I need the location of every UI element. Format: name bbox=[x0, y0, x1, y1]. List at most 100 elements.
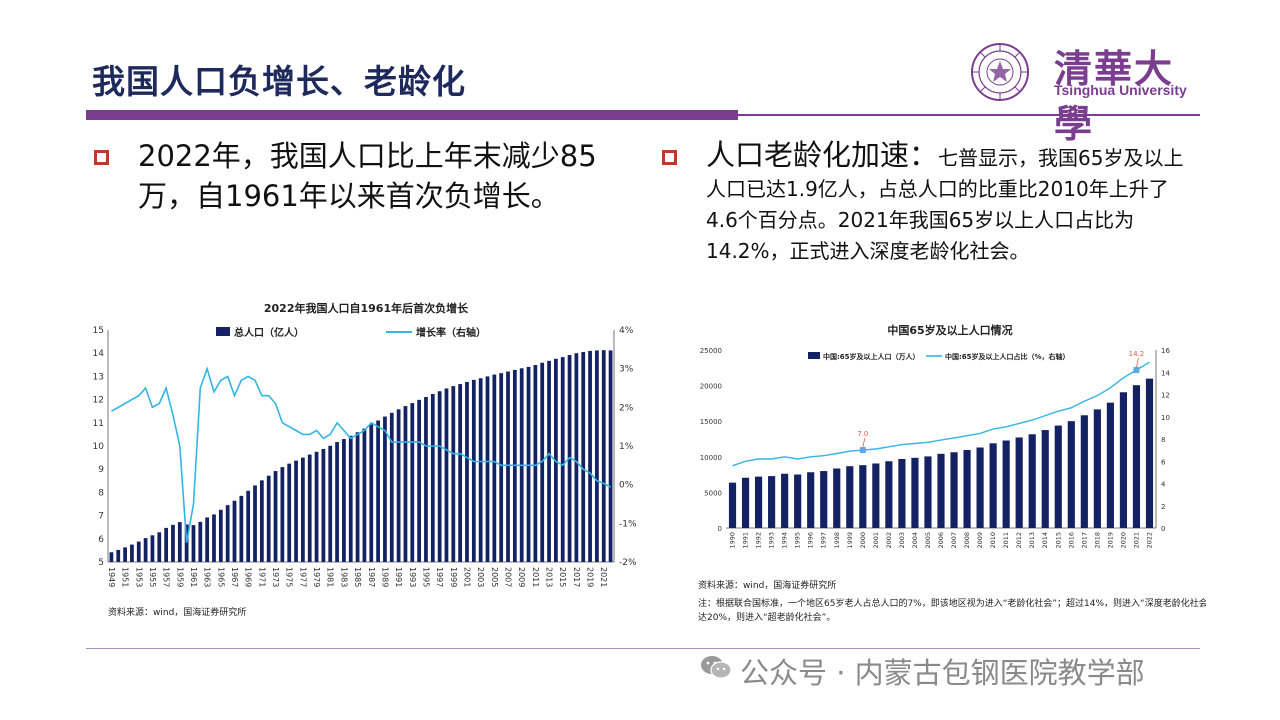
elderly-population-bar bbox=[1093, 409, 1101, 528]
title-underline-line bbox=[738, 114, 1200, 116]
population-bar bbox=[294, 460, 298, 562]
population-bar bbox=[225, 505, 230, 562]
elderly-population-bar bbox=[754, 476, 763, 528]
x-tick-label: 1999 bbox=[449, 567, 458, 587]
x-tick-label: 2011 bbox=[531, 567, 540, 587]
population-bar bbox=[232, 500, 237, 562]
elderly-population-bar bbox=[885, 461, 893, 528]
elderly-population-bar bbox=[1054, 425, 1062, 528]
x-tick-label: 1953 bbox=[134, 567, 143, 587]
x-tick-label: 1994 bbox=[781, 532, 789, 549]
y-right-tick-label: 8 bbox=[1161, 436, 1165, 444]
y-right-tick-label: 3% bbox=[619, 365, 634, 375]
elderly-population-bar bbox=[846, 466, 854, 528]
x-tick-label: 1997 bbox=[435, 567, 444, 587]
elderly-population-bar bbox=[1067, 421, 1075, 528]
x-tick-label: 2017 bbox=[1080, 532, 1088, 549]
y-right-tick-label: 2% bbox=[619, 403, 634, 413]
logo-chinese-name: 清華大學 bbox=[1054, 46, 1175, 146]
wechat-icon bbox=[701, 656, 732, 679]
legend-line-label: 增长率（右轴） bbox=[416, 326, 486, 339]
x-tick-label: 2021 bbox=[1132, 532, 1140, 549]
x-tick-label: 2007 bbox=[950, 532, 958, 549]
annotation-label: 14.2 bbox=[1129, 350, 1145, 358]
x-tick-label: 1971 bbox=[257, 567, 266, 587]
elderly-population-bar bbox=[872, 463, 880, 528]
y-left-tick-label: 7 bbox=[98, 512, 104, 522]
left-bullet-text: 2022年，我国人口比上年末减少85万，自1961年以来首次负增长。 bbox=[138, 139, 597, 213]
elderly-population-bar bbox=[976, 447, 984, 528]
population-bar bbox=[383, 416, 387, 562]
growth-rate-line bbox=[111, 366, 611, 543]
right-bullet-marker bbox=[662, 150, 677, 165]
x-tick-label: 2022 bbox=[1145, 532, 1153, 549]
elderly-population-bar bbox=[794, 474, 802, 528]
population-bar bbox=[184, 524, 189, 562]
y-left-tick-label: 13 bbox=[93, 372, 104, 382]
population-bar bbox=[410, 403, 415, 562]
x-tick-label: 1995 bbox=[794, 532, 802, 549]
footer-divider bbox=[86, 648, 1200, 649]
population-bar bbox=[212, 514, 216, 562]
x-tick-label: 2014 bbox=[1041, 532, 1049, 549]
y-right-tick-label: 1% bbox=[619, 442, 634, 452]
elderly-population-bar bbox=[807, 472, 815, 528]
population-bar bbox=[430, 394, 435, 562]
population-bar bbox=[300, 457, 305, 562]
x-tick-label: 1981 bbox=[326, 567, 335, 587]
population-bar bbox=[465, 381, 469, 562]
y-left-tick-label: 14 bbox=[93, 349, 105, 359]
population-bar bbox=[444, 388, 449, 562]
x-tick-label: 2012 bbox=[1015, 532, 1023, 549]
chart-source: 资料来源：wind，国海证券研究所 bbox=[698, 579, 836, 591]
right-bullet-highlight: 人口老龄化加速： bbox=[706, 138, 939, 172]
x-tick-label: 1998 bbox=[833, 532, 841, 549]
elderly-population-bar bbox=[1028, 434, 1036, 528]
population-bar bbox=[492, 374, 497, 562]
elderly-population-bar bbox=[781, 473, 789, 528]
x-tick-label: 1997 bbox=[820, 532, 828, 549]
x-tick-label: 2019 bbox=[1106, 532, 1114, 549]
y-right-tick-label: 4 bbox=[1161, 481, 1166, 489]
population-bar bbox=[198, 521, 203, 562]
population-bar bbox=[273, 471, 278, 562]
y-left-tick-label: 11 bbox=[93, 419, 104, 429]
y-right-tick-label: 14 bbox=[1161, 369, 1170, 377]
y-right-tick-label: 2 bbox=[1161, 503, 1165, 511]
population-bar bbox=[478, 378, 483, 562]
x-tick-label: 1987 bbox=[367, 567, 376, 587]
population-bar bbox=[218, 509, 223, 562]
x-tick-label: 2005 bbox=[924, 532, 932, 549]
population-bar bbox=[342, 439, 346, 562]
chart-source: 资料来源：wind，国海证券研究所 bbox=[108, 606, 246, 618]
population-bar bbox=[246, 490, 251, 562]
population-bar bbox=[581, 352, 586, 562]
elderly-population-bar bbox=[1080, 415, 1088, 528]
y-left-tick-label: 15000 bbox=[700, 418, 722, 426]
x-tick-label: 1959 bbox=[175, 567, 184, 587]
y-right-tick-label: 16 bbox=[1161, 347, 1170, 355]
elderly-population-bar bbox=[741, 477, 750, 528]
legend-bar-label: 总人口（亿人） bbox=[234, 326, 304, 339]
elderly-population-bar bbox=[950, 452, 958, 528]
population-bar bbox=[143, 538, 148, 562]
y-left-tick-label: 6 bbox=[98, 535, 104, 545]
legend-bar-label: 中国:65岁及以上人口（万人） bbox=[823, 352, 920, 361]
x-tick-label: 1991 bbox=[742, 532, 750, 549]
x-tick-label: 2016 bbox=[1067, 532, 1075, 549]
population-bar bbox=[253, 485, 257, 562]
y-left-tick-label: 9 bbox=[98, 465, 104, 475]
legend-bar-swatch bbox=[216, 327, 230, 336]
population-bar bbox=[471, 379, 476, 562]
chart-title: 2022年我国人口自1961年后首次负增长 bbox=[264, 301, 469, 315]
population-bar bbox=[239, 495, 244, 562]
x-tick-label: 2004 bbox=[911, 532, 919, 549]
x-tick-label: 2008 bbox=[963, 532, 971, 549]
title-underline-bar bbox=[86, 110, 738, 120]
elderly-population-bar bbox=[1106, 402, 1114, 528]
x-tick-label: 2011 bbox=[1002, 532, 1010, 549]
right-bullet-text: 人口老龄化加速：七普显示，我国65岁及以上人口已达1.9亿人，占总人口的比重比2… bbox=[706, 140, 1196, 267]
population-bar bbox=[437, 391, 442, 562]
y-right-tick-label: -1% bbox=[619, 519, 637, 529]
